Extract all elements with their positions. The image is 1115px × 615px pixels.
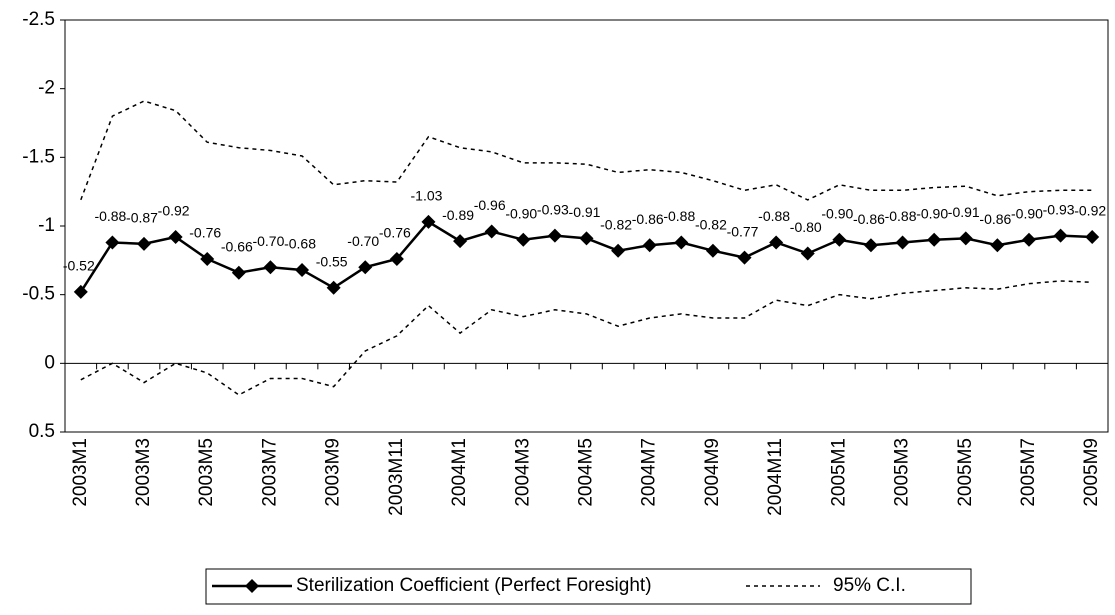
data-label: -0.93 xyxy=(537,201,569,217)
data-label: -0.86 xyxy=(979,211,1011,227)
legend-box xyxy=(205,568,972,605)
y-tick-label: -1 xyxy=(38,215,55,236)
data-label: -0.88 xyxy=(94,208,126,224)
x-tick-label: 2004M11 xyxy=(765,438,786,516)
marker xyxy=(737,250,752,265)
x-tick-label: 2005M3 xyxy=(892,438,913,507)
data-label: -0.82 xyxy=(695,216,727,232)
x-tick-label: 2003M9 xyxy=(323,438,344,507)
marker xyxy=(358,260,373,275)
data-label: -0.76 xyxy=(189,225,221,241)
data-label: -0.90 xyxy=(1011,205,1043,221)
marker xyxy=(674,235,689,250)
ci-line xyxy=(80,280,1093,396)
data-label: -0.76 xyxy=(379,225,411,241)
data-label: -0.91 xyxy=(948,204,980,220)
data-label: -0.90 xyxy=(505,205,537,221)
marker xyxy=(1085,229,1100,244)
data-label: -0.88 xyxy=(663,208,695,224)
x-tick-label: 2004M1 xyxy=(449,438,470,507)
marker xyxy=(642,238,657,253)
data-label: -0.87 xyxy=(126,210,158,226)
x-tick-label: 2004M5 xyxy=(576,438,597,507)
y-tick-label: 0.5 xyxy=(29,421,55,442)
marker xyxy=(611,243,626,258)
y-tick-label: -2.5 xyxy=(22,9,55,30)
data-label: -0.93 xyxy=(1043,201,1075,217)
marker xyxy=(137,236,152,251)
x-tick-label: 2003M1 xyxy=(70,438,91,507)
marker xyxy=(421,214,436,229)
data-label: -0.86 xyxy=(853,211,885,227)
marker xyxy=(990,238,1005,253)
marker xyxy=(895,235,910,250)
plot-area xyxy=(64,19,1109,433)
marker xyxy=(105,235,120,250)
data-label: -0.88 xyxy=(758,208,790,224)
marker xyxy=(73,284,88,299)
marker xyxy=(832,232,847,247)
data-label: -0.86 xyxy=(632,211,664,227)
marker xyxy=(1053,228,1068,243)
data-label: -0.89 xyxy=(442,207,474,223)
x-tick-label: 2003M3 xyxy=(133,438,154,507)
marker xyxy=(263,260,278,275)
x-tick-label: 2005M5 xyxy=(955,438,976,507)
data-label: -0.92 xyxy=(1074,203,1106,219)
data-label: -0.55 xyxy=(316,254,348,270)
data-label: -0.68 xyxy=(284,236,316,252)
marker xyxy=(1021,232,1036,247)
x-tick-label: 2005M7 xyxy=(1018,438,1039,507)
data-label: -0.91 xyxy=(569,204,601,220)
ci-line xyxy=(80,100,1093,201)
data-label: -0.96 xyxy=(474,197,506,213)
y-tick-label: -1.5 xyxy=(22,146,55,167)
marker xyxy=(231,265,246,280)
marker xyxy=(200,251,215,266)
x-tick-label: 2004M3 xyxy=(512,438,533,507)
data-label: -1.03 xyxy=(411,188,443,204)
data-label: -0.82 xyxy=(600,216,632,232)
marker xyxy=(516,232,531,247)
data-label: -0.80 xyxy=(790,219,822,235)
x-tick-label: 2003M11 xyxy=(386,438,407,516)
data-label: -0.70 xyxy=(347,233,379,249)
legend-marker xyxy=(245,579,259,593)
y-tick-label: -2 xyxy=(38,78,55,99)
data-label: -0.66 xyxy=(221,238,253,254)
marker xyxy=(547,228,562,243)
marker xyxy=(863,238,878,253)
marker xyxy=(800,246,815,261)
marker xyxy=(168,229,183,244)
data-label: -0.90 xyxy=(916,205,948,221)
marker xyxy=(927,232,942,247)
data-label: -0.88 xyxy=(885,208,917,224)
legend-label: 95% C.I. xyxy=(833,575,906,596)
x-tick-label: 2003M7 xyxy=(259,438,280,507)
x-tick-label: 2003M5 xyxy=(196,438,217,507)
marker xyxy=(389,251,404,266)
data-label: -0.90 xyxy=(821,205,853,221)
marker xyxy=(958,231,973,246)
marker xyxy=(579,231,594,246)
marker xyxy=(705,243,720,258)
x-tick-label: 2004M7 xyxy=(639,438,660,507)
marker xyxy=(769,235,784,250)
x-tick-label: 2005M1 xyxy=(828,438,849,507)
data-label: -0.52 xyxy=(63,258,95,274)
data-label: -0.77 xyxy=(727,223,759,239)
data-label: -0.70 xyxy=(252,233,284,249)
marker xyxy=(484,224,499,239)
y-tick-label: 0 xyxy=(44,352,55,373)
legend-label: Sterilization Coefficient (Perfect Fores… xyxy=(296,575,652,596)
y-tick-label: -0.5 xyxy=(22,284,55,305)
x-tick-label: 2005M9 xyxy=(1081,438,1102,507)
data-label: -0.92 xyxy=(158,203,190,219)
x-tick-label: 2004M9 xyxy=(702,438,723,507)
marker xyxy=(295,262,310,277)
marker xyxy=(326,280,341,295)
marker xyxy=(453,234,468,249)
